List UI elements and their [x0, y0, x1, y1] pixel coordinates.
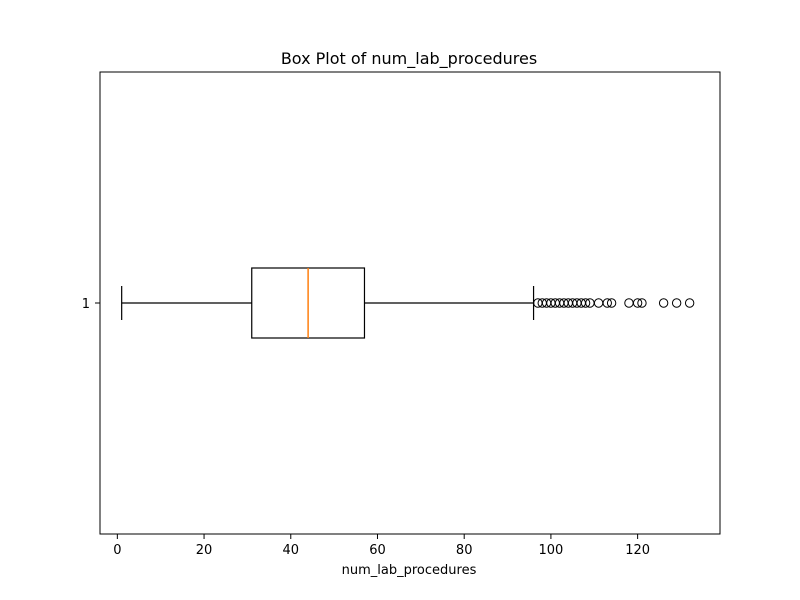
outlier-point — [624, 298, 634, 308]
outlier-point — [632, 298, 643, 308]
outlier-point — [658, 298, 669, 308]
outlier-point — [602, 298, 612, 308]
outlier-point — [684, 298, 695, 308]
y-tick-label: 1 — [82, 297, 90, 312]
box-series — [121, 267, 695, 339]
x-axis-ticks: 0 20 40 60 80 100 120 — [113, 534, 650, 558]
x-tick-label: 80 — [456, 543, 473, 558]
outlier-point — [580, 298, 591, 308]
x-axis-label: num_lab_procedures — [342, 563, 477, 578]
x-tick-label: 120 — [625, 543, 650, 558]
outlier-point — [593, 298, 604, 308]
outlier-point — [637, 298, 647, 308]
chart-title: Box Plot of num_lab_procedures — [281, 49, 537, 69]
x-tick-label: 0 — [113, 543, 121, 558]
y-axis-ticks: 1 — [82, 297, 100, 312]
outlier-point — [671, 298, 682, 308]
x-tick-label: 60 — [369, 543, 386, 558]
x-tick-label: 100 — [538, 543, 563, 558]
x-tick-label: 20 — [196, 543, 213, 558]
x-tick-label: 40 — [282, 543, 299, 558]
outlier-point — [606, 298, 617, 308]
